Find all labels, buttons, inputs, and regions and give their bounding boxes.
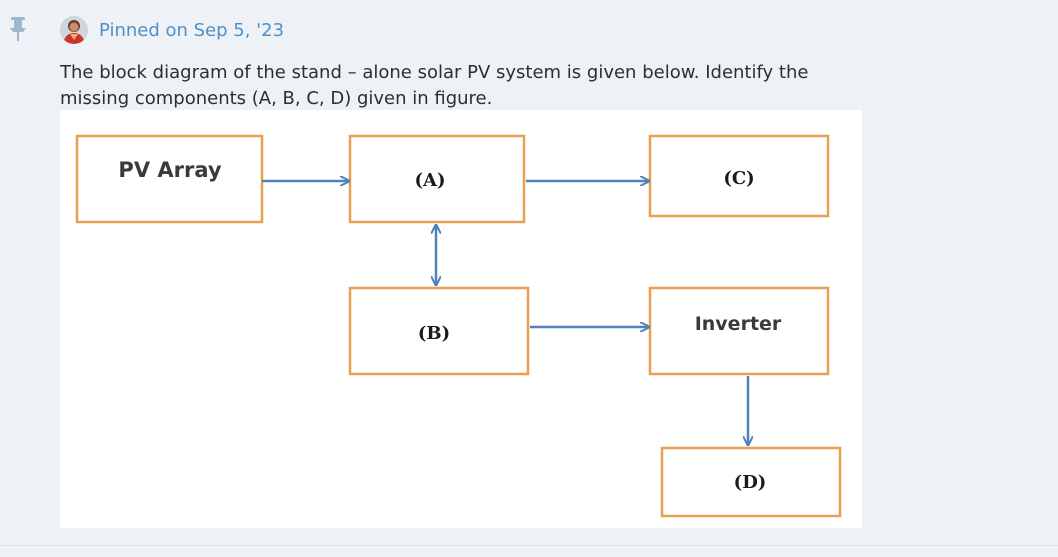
box-b: (B)	[348, 286, 530, 376]
box-c: (C)	[648, 134, 830, 218]
box-pv-array-label: PV Array	[118, 158, 221, 182]
box-inverter-label: Inverter	[695, 313, 782, 335]
question-text: The block diagram of the stand – alone s…	[60, 62, 809, 109]
avatar[interactable]	[60, 16, 88, 44]
box-pv-array: PV Array	[75, 134, 264, 224]
pinned-date-link[interactable]: Pinned on Sep 5, '23	[99, 20, 285, 41]
pin-icon	[8, 16, 28, 42]
block-diagram-image: PV Array (A) (C) (B) Inverter (D)	[60, 110, 862, 528]
box-a-label: (A)	[415, 170, 446, 191]
box-a: (A)	[348, 134, 526, 224]
box-d-label: (D)	[734, 472, 767, 493]
box-inverter: Inverter	[648, 286, 830, 376]
divider	[0, 545, 1058, 546]
box-d: (D)	[660, 446, 842, 518]
box-c-label: (C)	[723, 168, 754, 189]
box-b-label: (B)	[418, 323, 450, 344]
